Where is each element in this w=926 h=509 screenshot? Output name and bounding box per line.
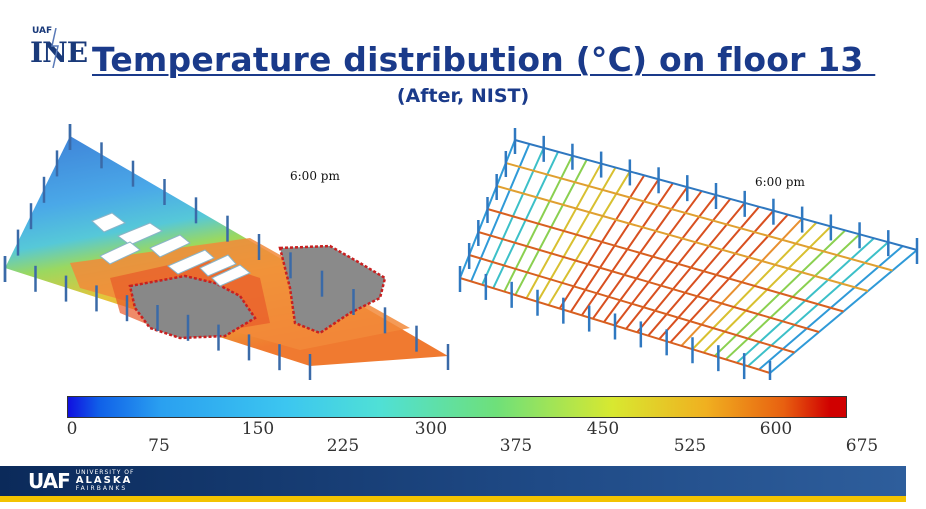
univ-line-1: UNIVERSITY OF bbox=[75, 469, 135, 476]
university-name: UNIVERSITY OF ALASKA FAIRBANKS bbox=[76, 469, 135, 493]
ine-logo: UAF INE bbox=[30, 26, 88, 70]
uaf-footer-logo: UAF UNIVERSITY OF ALASKA FAIRBANKS bbox=[28, 469, 135, 493]
girder bbox=[478, 231, 820, 333]
girder bbox=[505, 162, 893, 272]
right-time-label: 6:00 pm bbox=[755, 175, 805, 189]
tick-label: 600 bbox=[759, 419, 793, 439]
tick-label: 375 bbox=[499, 436, 533, 456]
logo-uaf-text: UAF bbox=[32, 26, 53, 36]
tick-label: 675 bbox=[845, 436, 879, 456]
tick-label: 75 bbox=[148, 436, 170, 456]
slide-subtitle: (After, NIST) bbox=[396, 85, 530, 107]
girder bbox=[496, 185, 869, 292]
tick-label: 225 bbox=[326, 436, 360, 456]
beam-temperature-map: 6:00 pm bbox=[458, 128, 919, 380]
tick-label: 450 bbox=[586, 419, 620, 439]
tick-label: 150 bbox=[241, 419, 275, 439]
tick-label: 0 bbox=[66, 419, 78, 439]
uaf-logo-text: UAF bbox=[28, 469, 71, 493]
univ-line-2: ALASKA bbox=[75, 475, 133, 486]
slide-title: Temperature distribution (°C) on floor 1… bbox=[92, 40, 876, 79]
girder bbox=[468, 254, 795, 354]
logo-ine-text: INE bbox=[30, 36, 88, 69]
univ-line-3: FAIRBANKS bbox=[75, 485, 128, 492]
tick-label: 525 bbox=[673, 436, 707, 456]
girder bbox=[487, 208, 844, 313]
footer-gold-stripe bbox=[0, 496, 906, 502]
lightning-bolt-icon bbox=[51, 28, 59, 68]
floor-temperature-map: 6:00 pm bbox=[3, 124, 450, 380]
left-time-label: 6:00 pm bbox=[290, 169, 340, 183]
footer-bar bbox=[0, 466, 906, 496]
tick-label: 300 bbox=[414, 419, 448, 439]
temperature-colorbar bbox=[67, 396, 847, 418]
